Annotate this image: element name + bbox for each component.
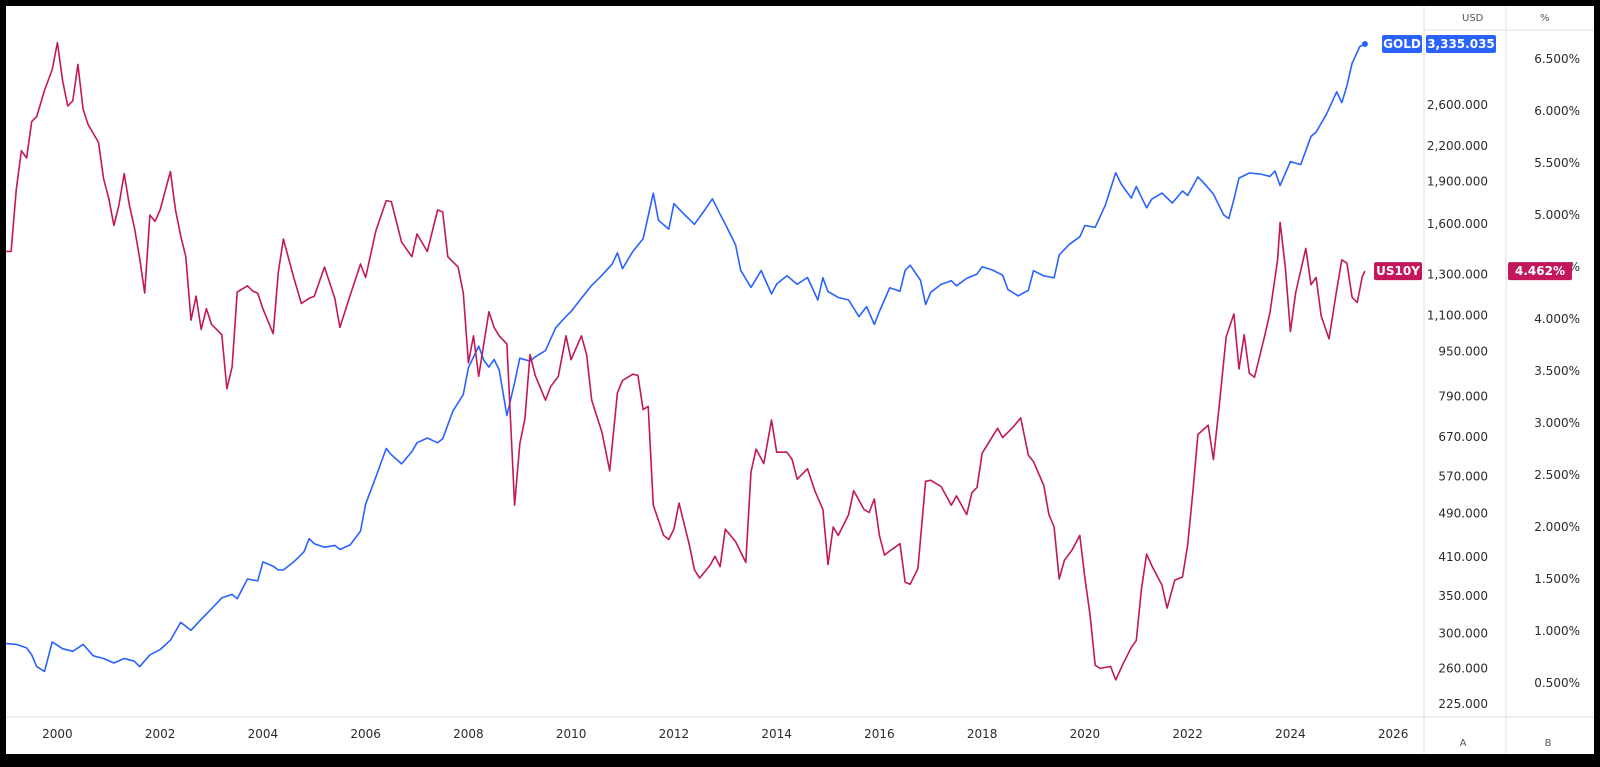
us10y-value-badge — [1508, 262, 1572, 281]
gold-last-point — [1361, 41, 1368, 47]
x-tick-label: 2006 — [350, 727, 381, 741]
usd-tick-label: 1,100.000 — [1427, 309, 1488, 323]
gold-value-badge-text: 3,335.035 — [1427, 37, 1495, 51]
percent-tick-label: 1.000% — [1534, 624, 1580, 638]
usd-tick-label: 950.000 — [1438, 344, 1488, 358]
percent-tick-label: 3.000% — [1534, 416, 1580, 430]
usd-tick-label: 570.000 — [1438, 469, 1488, 483]
usd-tick-label: 670.000 — [1438, 430, 1488, 444]
us10y-name-badge-text: US10Y — [1376, 264, 1420, 278]
x-tick-label: 2008 — [453, 727, 484, 741]
x-tick-label: 2018 — [967, 727, 998, 741]
x-tick-label: 2024 — [1275, 727, 1306, 741]
left-scale-footer-label[interactable]: A — [1460, 738, 1467, 749]
percent-tick-label: 5.500% — [1534, 156, 1580, 170]
percent-tick-label: 2.000% — [1534, 520, 1580, 534]
usd-tick-label: 790.000 — [1438, 390, 1488, 404]
right-scale-footer-label[interactable]: B — [1545, 738, 1552, 749]
usd-tick-label: 410.000 — [1438, 550, 1488, 564]
x-tick-label: 2020 — [1070, 727, 1101, 741]
plot-area[interactable] — [6, 6, 1424, 717]
usd-tick-label: 2,600.000 — [1427, 98, 1488, 112]
percent-tick-label: 5.000% — [1534, 208, 1580, 222]
us10y-name-badge — [1374, 262, 1422, 281]
time-axis: 2000 2002 2004 2006 2008 2010 2012 2014 2016 2018… — [42, 727, 1408, 741]
usd-tick-label: 2,200.000 — [1427, 139, 1488, 153]
usd-tick-label: 1,300.000 — [1427, 268, 1488, 282]
gold-series-line[interactable] — [5, 43, 1366, 673]
usd-tick-label: 1,900.000 — [1427, 175, 1488, 189]
usd-tick-label: 490.000 — [1438, 506, 1488, 520]
us10y-series-line[interactable] — [6, 41, 1366, 681]
x-tick-label: 2000 — [42, 727, 73, 741]
usd-tick-label: 350.000 — [1438, 589, 1488, 603]
left-scale-currency-label[interactable]: USD — [1462, 13, 1484, 24]
gold-name-badge — [1382, 35, 1422, 53]
usd-tick-label: 260.000 — [1438, 662, 1488, 676]
right-scale-unit-label[interactable]: % — [1540, 13, 1550, 24]
usd-tick-label: 1,600.000 — [1427, 217, 1488, 231]
gold-name-badge-text: GOLD — [1383, 37, 1421, 51]
usd-price-scale: 225.000 260.000 300.000 350.000 410.000 490.0… — [1427, 98, 1488, 711]
percent-tick-label: 6.500% — [1534, 52, 1580, 66]
x-tick-label: 2010 — [556, 727, 587, 741]
gold-value-badge — [1426, 35, 1496, 53]
usd-tick-label: 225.000 — [1438, 697, 1488, 711]
x-tick-label: 2016 — [864, 727, 895, 741]
badge-layer: GOLD 3,335.035 US10Y 4.462% — [1374, 35, 1572, 281]
x-tick-label: 2012 — [659, 727, 690, 741]
usd-tick-label: 300.000 — [1438, 627, 1488, 641]
percent-tick-label: 4.000% — [1534, 312, 1580, 326]
percent-tick-label: 6.000% — [1534, 104, 1580, 118]
percent-tick-label: 2.500% — [1534, 468, 1580, 482]
x-tick-label: 2014 — [761, 727, 792, 741]
series-layer — [5, 41, 1368, 681]
x-tick-label: 2002 — [145, 727, 176, 741]
x-tick-label: 2026 — [1378, 727, 1409, 741]
x-tick-label: 2022 — [1172, 727, 1203, 741]
percent-tick-label: 1.500% — [1534, 572, 1580, 586]
percent-tick-label: 3.500% — [1534, 364, 1580, 378]
percent-tick-label: 0.500% — [1534, 676, 1580, 690]
x-tick-label: 2004 — [248, 727, 279, 741]
us10y-value-badge-text: 4.462% — [1515, 264, 1565, 278]
